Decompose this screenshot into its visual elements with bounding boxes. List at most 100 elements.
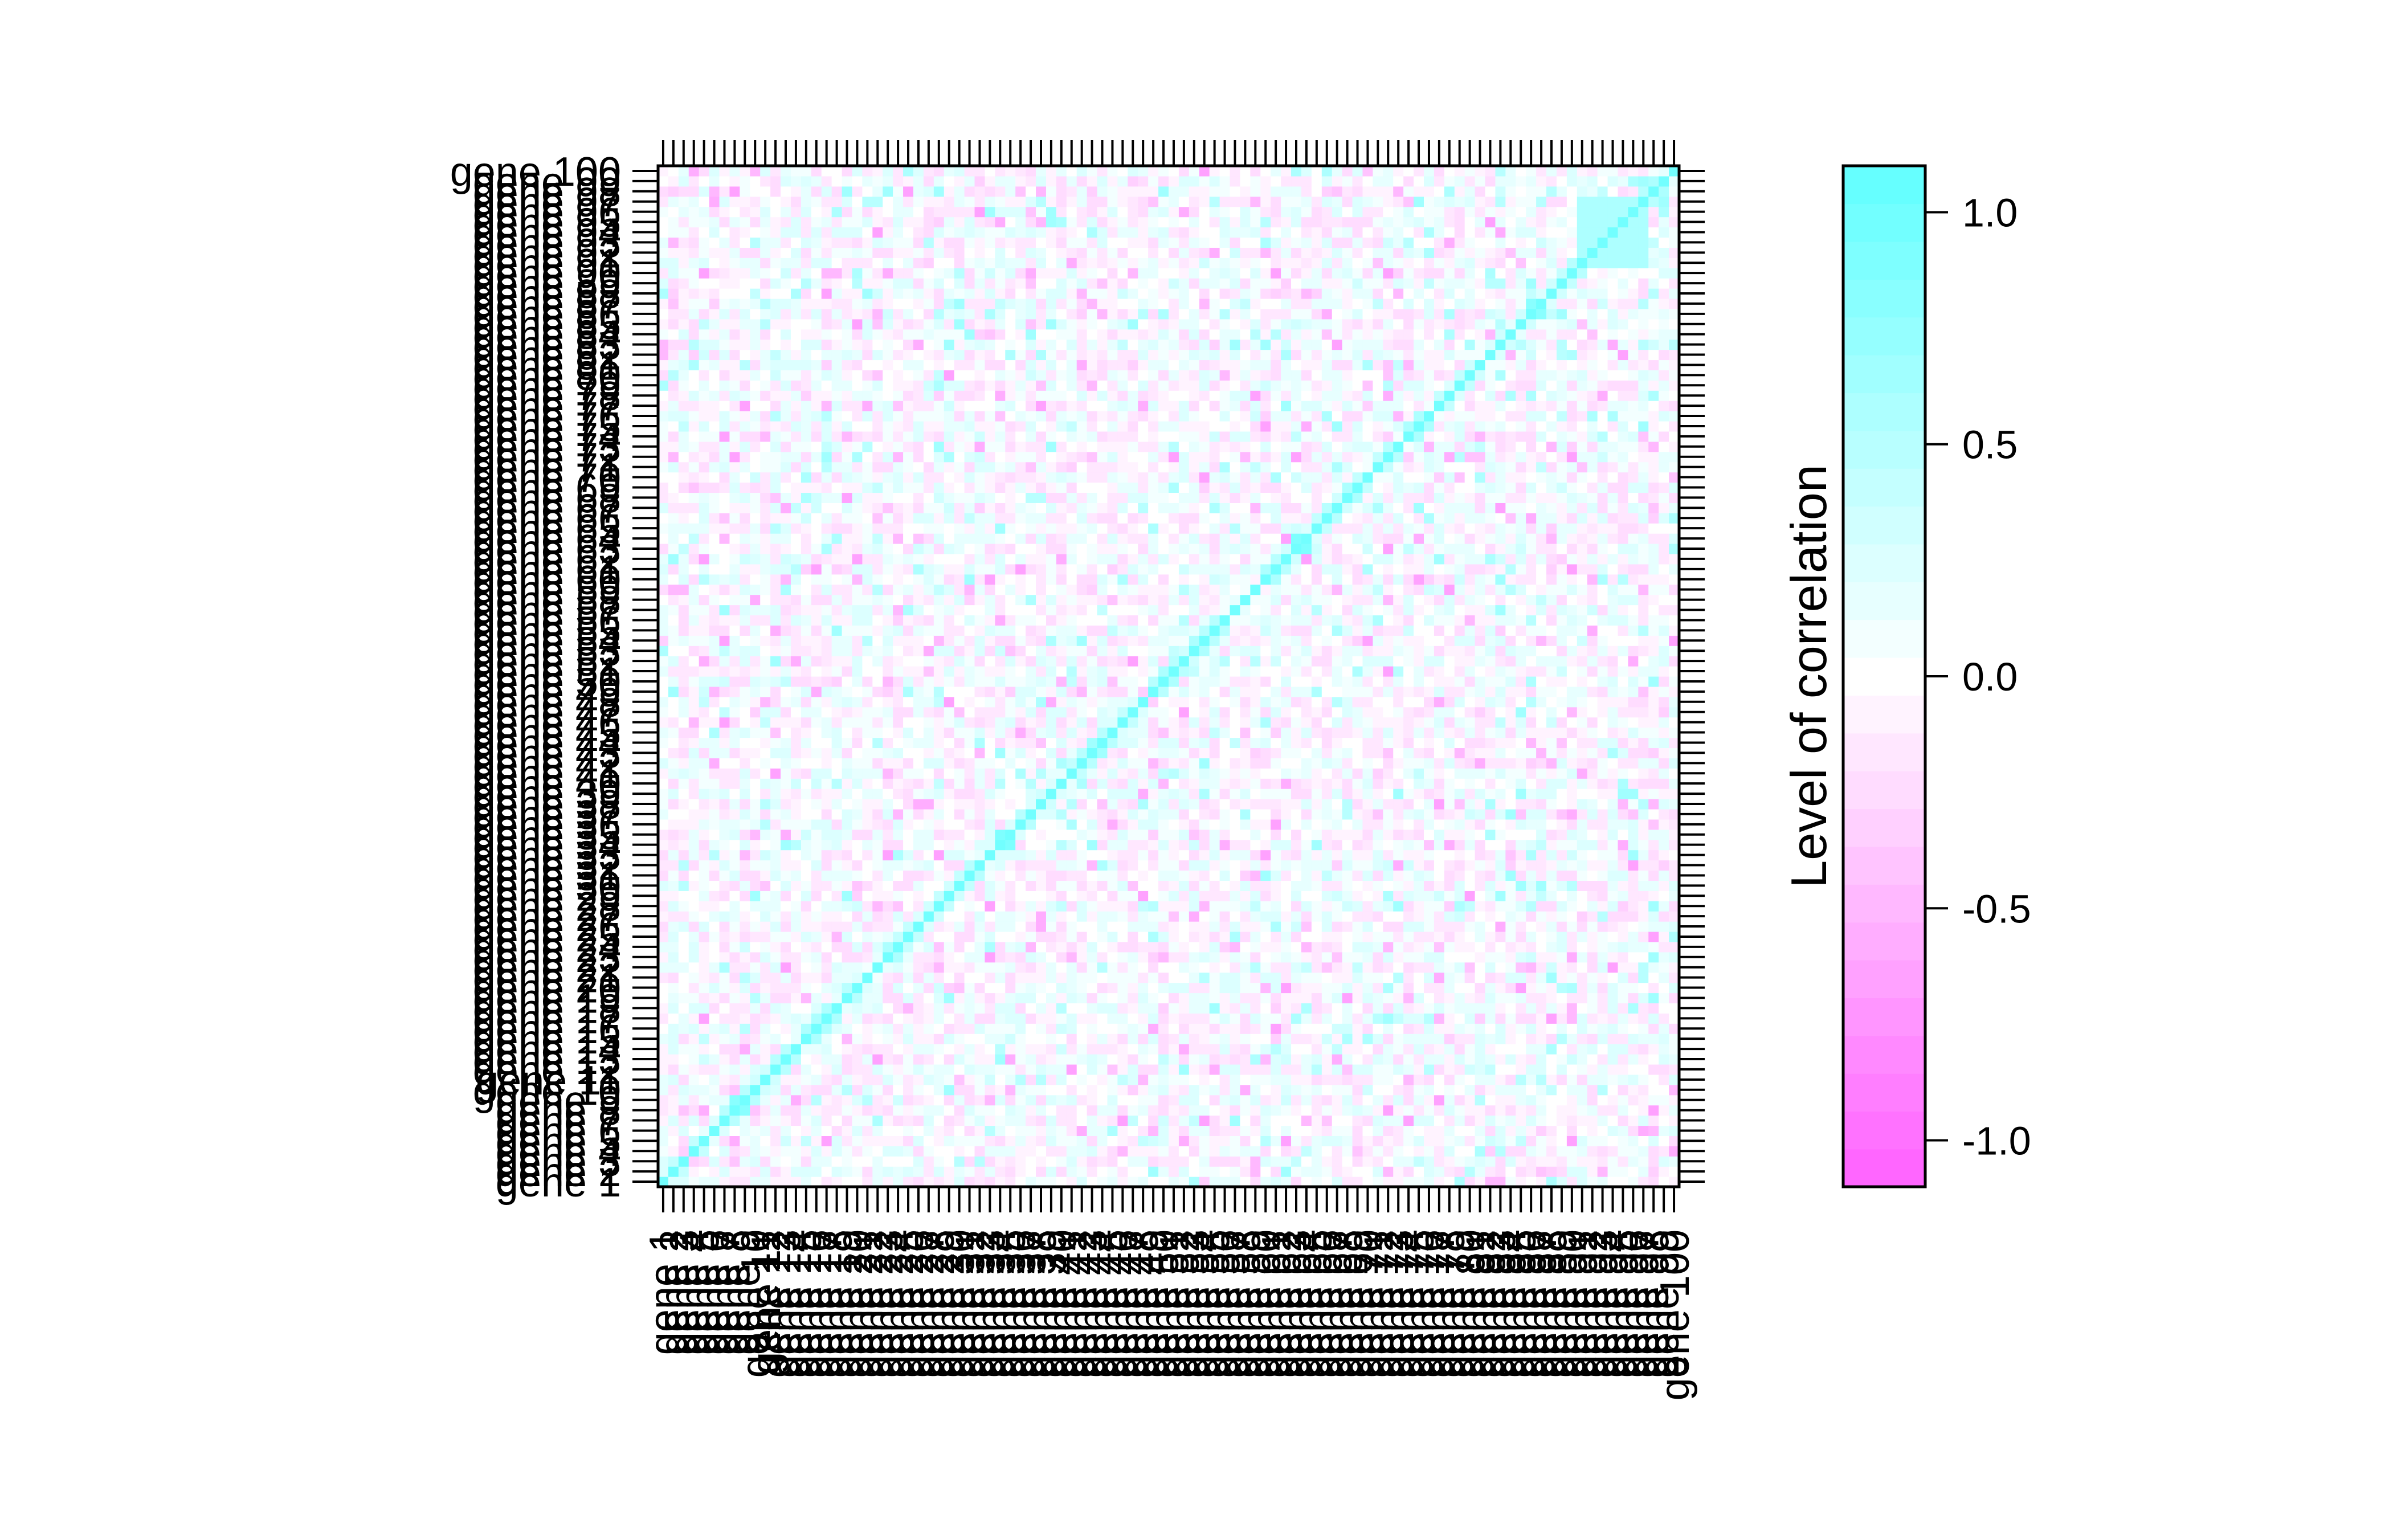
heatmap-cell: [1158, 1023, 1169, 1034]
heatmap-cell: [781, 186, 791, 197]
heatmap-cell: [1158, 727, 1169, 738]
heatmap-cell: [781, 227, 791, 238]
heatmap-cell: [964, 941, 975, 953]
heatmap-cell: [1036, 799, 1047, 810]
heatmap-cell: [781, 901, 791, 912]
heatmap-cell: [1107, 849, 1118, 861]
heatmap-cell: [801, 799, 812, 810]
heatmap-cell: [811, 932, 822, 942]
heatmap-cell: [1036, 533, 1047, 544]
heatmap-cell: [831, 513, 843, 524]
heatmap-cell: [1148, 206, 1159, 218]
heatmap-cell: [831, 890, 843, 901]
heatmap-cell: [740, 329, 750, 340]
heatmap-cell: [1087, 329, 1098, 340]
heatmap-cell: [709, 258, 720, 268]
heatmap-cell: [801, 635, 812, 646]
heatmap-cell: [1005, 911, 1016, 922]
heatmap-cell: [893, 646, 904, 656]
heatmap-cell: [933, 227, 945, 238]
heatmap-cell: [1066, 635, 1077, 646]
heatmap-cell: [1005, 237, 1016, 248]
heatmap-cell: [1026, 217, 1036, 228]
heatmap-cell: [842, 196, 853, 207]
heatmap-cell: [944, 758, 955, 769]
heatmap-cell: [1076, 523, 1088, 534]
heatmap-cell: [811, 360, 822, 370]
heatmap-cell: [821, 717, 832, 728]
heatmap-cell: [770, 1013, 781, 1024]
heatmap-cell: [719, 360, 730, 370]
heatmap-cell: [1148, 686, 1159, 697]
heatmap-cell: [821, 829, 832, 840]
heatmap-cell: [1005, 1125, 1016, 1136]
heatmap-cell: [1087, 553, 1098, 565]
heatmap-cell: [1036, 1013, 1047, 1024]
heatmap-cell: [872, 890, 883, 901]
heatmap-cell: [781, 676, 791, 687]
heatmap-cell: [740, 1125, 750, 1136]
heatmap-cell: [1005, 186, 1016, 197]
heatmap-cell: [995, 1003, 1006, 1014]
heatmap-cell: [1066, 1084, 1077, 1096]
heatmap-cell: [801, 932, 812, 942]
heatmap-cell: [995, 360, 1006, 370]
heatmap-cell: [1107, 533, 1118, 544]
heatmap-cell: [1076, 401, 1088, 411]
heatmap-cell: [1056, 656, 1067, 667]
heatmap-cell: [1056, 839, 1067, 851]
heatmap-cell: [811, 1105, 822, 1116]
heatmap-cell: [1056, 1146, 1067, 1157]
heatmap-cell: [923, 533, 934, 544]
heatmap-cell: [974, 646, 986, 656]
heatmap-cell: [964, 258, 975, 268]
heatmap-cell: [699, 768, 710, 779]
heatmap-cell: [1128, 472, 1138, 483]
heatmap-cell: [852, 574, 863, 585]
heatmap-cell: [883, 941, 893, 953]
heatmap-cell: [1066, 992, 1077, 1004]
heatmap-cell: [781, 615, 791, 626]
heatmap-cell: [1005, 329, 1016, 340]
heatmap-cell: [1005, 503, 1016, 513]
heatmap-cell: [1097, 1023, 1108, 1034]
heatmap-cell: [893, 329, 904, 340]
heatmap-cell: [750, 166, 761, 177]
heatmap-cell: [1097, 492, 1108, 503]
heatmap-cell: [1046, 982, 1057, 994]
heatmap-cell: [872, 778, 883, 789]
heatmap-cell: [1046, 482, 1057, 493]
heatmap-cell: [1158, 349, 1169, 361]
heatmap-cell: [995, 1064, 1006, 1075]
heatmap-cell: [944, 523, 955, 534]
heatmap-cell: [883, 563, 893, 575]
heatmap-cell: [842, 472, 853, 483]
heatmap-cell: [831, 615, 843, 626]
heatmap-cell: [668, 932, 679, 942]
heatmap-cell: [740, 666, 750, 677]
heatmap-cell: [1158, 860, 1169, 871]
heatmap-cell: [1117, 941, 1128, 953]
heatmap-cell: [883, 646, 893, 656]
heatmap-cell: [1026, 349, 1036, 361]
heatmap-cell: [852, 186, 863, 197]
heatmap-cell: [688, 175, 700, 187]
heatmap-cell: [852, 911, 863, 922]
heatmap-cell: [1056, 1013, 1067, 1024]
heatmap-cell: [760, 799, 771, 810]
heatmap-cell: [872, 1094, 883, 1106]
heatmap-cell: [1026, 563, 1036, 575]
heatmap-cell: [933, 186, 945, 197]
heatmap-cell: [852, 625, 863, 636]
heatmap-cell: [842, 227, 853, 238]
heatmap-cell: [678, 1054, 689, 1065]
heatmap-cell: [1056, 186, 1067, 197]
heatmap-cell: [974, 1013, 986, 1024]
heatmap-cell: [1148, 461, 1159, 473]
heatmap-cell: [1128, 921, 1138, 932]
heatmap-cell: [678, 411, 689, 422]
heatmap-cell: [781, 839, 791, 851]
heatmap-cell: [1117, 206, 1128, 218]
heatmap-cell: [831, 217, 843, 228]
heatmap-cell: [740, 911, 750, 922]
